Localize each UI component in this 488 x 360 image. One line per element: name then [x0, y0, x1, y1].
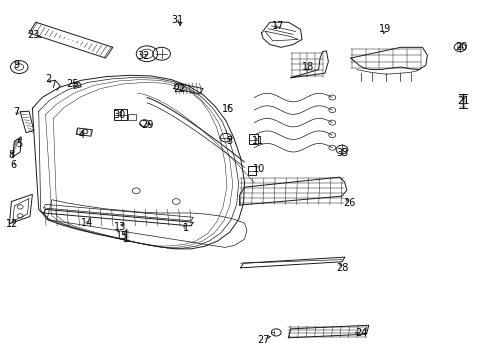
Text: 14: 14 — [81, 218, 93, 228]
Text: 21: 21 — [457, 96, 469, 106]
Text: 10: 10 — [252, 164, 264, 174]
Bar — [248, 166, 256, 175]
Text: 25: 25 — [66, 79, 79, 89]
Text: 28: 28 — [335, 263, 347, 273]
Text: 27: 27 — [256, 334, 269, 345]
Text: 6: 6 — [11, 160, 17, 170]
Text: 23: 23 — [28, 30, 40, 40]
Text: 24: 24 — [355, 328, 367, 338]
Text: 31: 31 — [171, 15, 183, 26]
Bar — [249, 134, 258, 144]
Text: 20: 20 — [454, 42, 467, 52]
Text: 15: 15 — [116, 231, 128, 240]
Bar — [128, 114, 136, 120]
Text: 9: 9 — [14, 60, 20, 70]
Text: 17: 17 — [271, 21, 283, 31]
Text: 30: 30 — [113, 111, 125, 121]
Text: 12: 12 — [6, 219, 18, 229]
Text: 13: 13 — [114, 222, 126, 232]
Text: 1: 1 — [183, 224, 189, 233]
Text: 5: 5 — [16, 139, 22, 149]
Text: 7: 7 — [13, 107, 20, 117]
Text: 3: 3 — [226, 136, 232, 146]
Text: 11: 11 — [251, 136, 264, 145]
Text: 19: 19 — [378, 24, 390, 35]
Text: 26: 26 — [343, 198, 355, 208]
Text: 22: 22 — [173, 84, 185, 94]
Text: 2: 2 — [45, 74, 52, 84]
Text: 32: 32 — [137, 51, 149, 61]
Text: 29: 29 — [141, 121, 153, 130]
Bar — [114, 109, 127, 120]
Text: 18: 18 — [301, 62, 313, 72]
Text: 8: 8 — [8, 150, 15, 160]
Text: 4: 4 — [78, 130, 84, 140]
Text: 16: 16 — [222, 104, 234, 114]
Text: 33: 33 — [335, 148, 347, 158]
